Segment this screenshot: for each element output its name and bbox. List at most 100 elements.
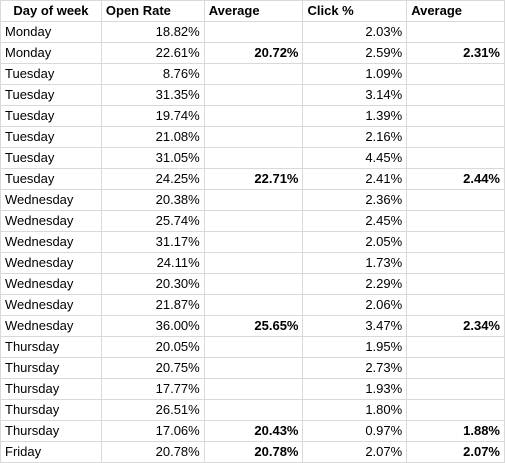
day-cell[interactable]: Tuesday	[0, 147, 102, 169]
click-average-cell[interactable]	[406, 84, 505, 106]
open-rate-cell[interactable]: 25.74%	[100, 210, 205, 232]
open-rate-average-cell[interactable]	[203, 147, 304, 169]
open-rate-cell[interactable]: 31.05%	[100, 147, 205, 169]
open-rate-average-cell[interactable]	[203, 252, 304, 274]
open-rate-cell[interactable]: 31.35%	[100, 84, 205, 106]
open-rate-cell[interactable]: 8.76%	[100, 63, 205, 85]
click-percent-cell[interactable]: 1.93%	[302, 378, 408, 400]
click-percent-cell[interactable]: 3.47%	[302, 315, 408, 337]
open-rate-cell[interactable]: 20.05%	[100, 336, 205, 358]
click-percent-cell[interactable]: 2.59%	[302, 42, 408, 64]
click-percent-cell[interactable]: 1.09%	[302, 63, 408, 85]
open-rate-average-cell[interactable]	[203, 126, 304, 148]
click-average-cell[interactable]	[406, 273, 505, 295]
click-average-cell[interactable]	[406, 294, 505, 316]
open-rate-cell[interactable]: 21.87%	[100, 294, 205, 316]
day-cell[interactable]: Thursday	[0, 399, 102, 421]
open-rate-average-cell[interactable]	[203, 84, 304, 106]
header-click-average[interactable]: Average	[406, 0, 505, 22]
click-percent-cell[interactable]: 2.73%	[302, 357, 408, 379]
open-rate-average-cell[interactable]	[203, 105, 304, 127]
day-cell[interactable]: Wednesday	[0, 294, 102, 316]
click-average-cell[interactable]	[406, 105, 505, 127]
click-average-cell[interactable]: 1.88%	[406, 420, 505, 442]
open-rate-average-cell[interactable]	[203, 336, 304, 358]
click-average-cell[interactable]	[406, 63, 505, 85]
click-percent-cell[interactable]: 2.05%	[302, 231, 408, 253]
click-average-cell[interactable]	[406, 126, 505, 148]
open-rate-cell[interactable]: 31.17%	[100, 231, 205, 253]
open-rate-cell[interactable]: 20.38%	[100, 189, 205, 211]
open-rate-cell[interactable]: 21.08%	[100, 126, 205, 148]
open-rate-average-cell[interactable]	[203, 357, 304, 379]
open-rate-cell[interactable]: 24.25%	[100, 168, 205, 190]
open-rate-average-cell[interactable]: 20.78%	[203, 441, 304, 463]
open-rate-average-cell[interactable]: 25.65%	[203, 315, 304, 337]
open-rate-average-cell[interactable]	[203, 399, 304, 421]
day-cell[interactable]: Monday	[0, 42, 102, 64]
day-cell[interactable]: Thursday	[0, 336, 102, 358]
open-rate-average-cell[interactable]	[203, 189, 304, 211]
click-percent-cell[interactable]: 2.06%	[302, 294, 408, 316]
click-average-cell[interactable]	[406, 399, 505, 421]
header-open-rate-average[interactable]: Average	[203, 0, 304, 22]
click-percent-cell[interactable]: 2.16%	[302, 126, 408, 148]
click-percent-cell[interactable]: 2.07%	[302, 441, 408, 463]
click-percent-cell[interactable]: 2.36%	[302, 189, 408, 211]
click-percent-cell[interactable]: 2.45%	[302, 210, 408, 232]
click-average-cell[interactable]: 2.07%	[406, 441, 505, 463]
day-cell[interactable]: Thursday	[0, 378, 102, 400]
header-open-rate[interactable]: Open Rate	[100, 0, 205, 22]
open-rate-average-cell[interactable]	[203, 21, 304, 43]
day-cell[interactable]: Tuesday	[0, 105, 102, 127]
day-cell[interactable]: Tuesday	[0, 63, 102, 85]
click-percent-cell[interactable]: 4.45%	[302, 147, 408, 169]
click-percent-cell[interactable]: 2.03%	[302, 21, 408, 43]
day-cell[interactable]: Tuesday	[0, 168, 102, 190]
click-percent-cell[interactable]: 2.29%	[302, 273, 408, 295]
click-percent-cell[interactable]: 1.73%	[302, 252, 408, 274]
day-cell[interactable]: Wednesday	[0, 210, 102, 232]
click-average-cell[interactable]	[406, 147, 505, 169]
click-percent-cell[interactable]: 1.80%	[302, 399, 408, 421]
open-rate-average-cell[interactable]	[203, 210, 304, 232]
open-rate-average-cell[interactable]: 20.72%	[203, 42, 304, 64]
open-rate-average-cell[interactable]	[203, 378, 304, 400]
open-rate-cell[interactable]: 36.00%	[100, 315, 205, 337]
click-average-cell[interactable]	[406, 21, 505, 43]
open-rate-cell[interactable]: 24.11%	[100, 252, 205, 274]
open-rate-average-cell[interactable]: 22.71%	[203, 168, 304, 190]
open-rate-average-cell[interactable]	[203, 273, 304, 295]
click-average-cell[interactable]	[406, 210, 505, 232]
day-cell[interactable]: Friday	[0, 441, 102, 463]
click-percent-cell[interactable]: 1.95%	[302, 336, 408, 358]
day-cell[interactable]: Monday	[0, 21, 102, 43]
click-average-cell[interactable]	[406, 252, 505, 274]
day-cell[interactable]: Wednesday	[0, 189, 102, 211]
click-average-cell[interactable]	[406, 189, 505, 211]
open-rate-cell[interactable]: 17.06%	[100, 420, 205, 442]
click-average-cell[interactable]	[406, 378, 505, 400]
open-rate-cell[interactable]: 19.74%	[100, 105, 205, 127]
day-cell[interactable]: Thursday	[0, 420, 102, 442]
open-rate-cell[interactable]: 22.61%	[100, 42, 205, 64]
day-cell[interactable]: Wednesday	[0, 315, 102, 337]
click-average-cell[interactable]: 2.44%	[406, 168, 505, 190]
click-average-cell[interactable]: 2.34%	[406, 315, 505, 337]
click-percent-cell[interactable]: 3.14%	[302, 84, 408, 106]
open-rate-cell[interactable]: 26.51%	[100, 399, 205, 421]
open-rate-cell[interactable]: 20.78%	[100, 441, 205, 463]
open-rate-cell[interactable]: 17.77%	[100, 378, 205, 400]
click-average-cell[interactable]	[406, 231, 505, 253]
day-cell[interactable]: Tuesday	[0, 126, 102, 148]
header-click-percent[interactable]: Click %	[302, 0, 408, 22]
open-rate-average-cell[interactable]	[203, 63, 304, 85]
click-average-cell[interactable]	[406, 357, 505, 379]
click-percent-cell[interactable]: 2.41%	[302, 168, 408, 190]
open-rate-cell[interactable]: 18.82%	[100, 21, 205, 43]
click-average-cell[interactable]	[406, 336, 505, 358]
day-cell[interactable]: Tuesday	[0, 84, 102, 106]
open-rate-average-cell[interactable]: 20.43%	[203, 420, 304, 442]
click-average-cell[interactable]: 2.31%	[406, 42, 505, 64]
open-rate-average-cell[interactable]	[203, 231, 304, 253]
